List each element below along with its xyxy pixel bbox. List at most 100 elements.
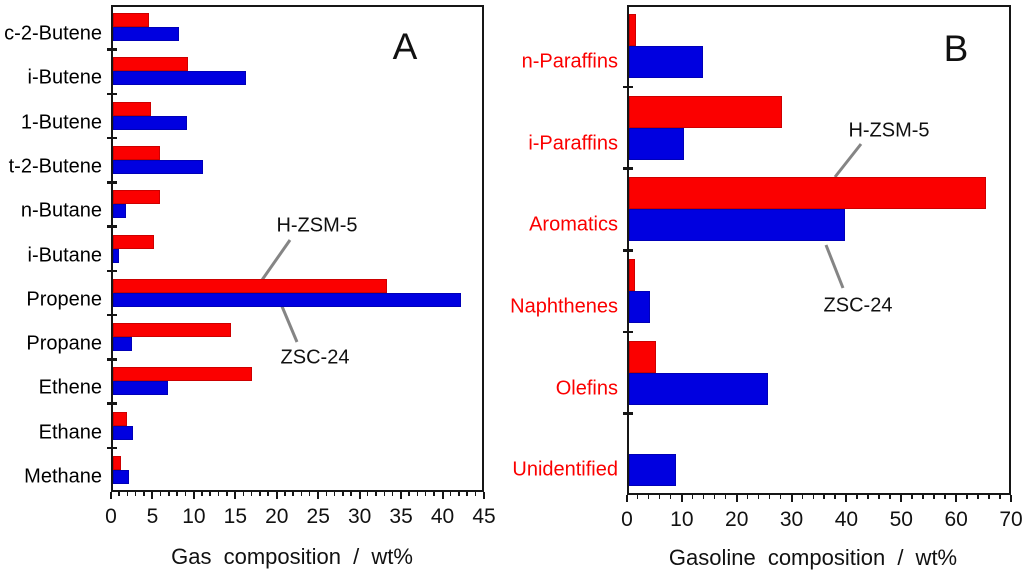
category-label-olefins: Olefins	[555, 377, 618, 399]
xtick-minor-a-17	[250, 492, 253, 496]
xtick-minor-b-66	[988, 495, 990, 499]
ytick-b-4	[623, 330, 633, 334]
bar-zsc-24-n-paraffins	[629, 45, 703, 78]
xtick-major-b-60	[955, 495, 958, 502]
xtick-minor-a-19	[267, 492, 269, 496]
category-label-unidentified: Unidentified	[512, 458, 618, 481]
xtick-label-a-40: 40	[430, 505, 455, 528]
xtick-major-a-5	[151, 492, 154, 499]
xtick-label-b-50: 50	[889, 508, 913, 531]
bar-h-zsm-5-ethene	[113, 367, 253, 382]
category-label-i-butene: i-Butene	[27, 66, 103, 89]
bar-h-zsm-5-n-butane	[113, 190, 161, 205]
bar-h-zsm-5-t-2-butene	[113, 145, 161, 160]
xtick-major-b-30	[790, 495, 793, 502]
category-label-aromatics: Aromatics	[529, 213, 618, 236]
bar-zsc-24-i-butene	[113, 71, 247, 86]
ytick-a-1	[107, 48, 117, 51]
category-label-propene: Propene	[26, 288, 102, 311]
bar-h-zsm-5-i-butane	[113, 234, 155, 249]
xtick-minor-b-62	[966, 495, 968, 499]
xtick-label-a-35: 35	[389, 505, 413, 528]
xtick-major-a-45	[483, 492, 485, 499]
category-label-c-2-butene: c-2-Butene	[4, 22, 102, 45]
bar-zsc-24-c-2-butene	[113, 27, 180, 42]
xtick-minor-b-16	[713, 495, 716, 499]
bar-zsc-24-i-butane	[113, 248, 119, 263]
bar-zsc-24-unidentified	[629, 454, 677, 487]
ytick-a-10	[107, 446, 117, 450]
ytick-b-3	[623, 249, 633, 252]
xtick-major-a-10	[192, 492, 195, 499]
annotation-zsc24-panel-b: ZSC-24	[823, 294, 893, 317]
xtick-label-a-45: 45	[472, 505, 496, 528]
xtick-label-a-10: 10	[182, 505, 206, 528]
bar-h-zsm-5-i-butene	[113, 57, 188, 72]
xtick-minor-b-64	[977, 495, 979, 499]
ytick-a-4	[107, 181, 117, 184]
xtick-major-a-15	[234, 492, 237, 499]
plot-frame-a	[111, 5, 484, 492]
ytick-b-2	[623, 167, 633, 170]
bar-zsc-24-propane	[113, 337, 133, 352]
bar-zsc-24-ethane	[113, 425, 133, 440]
annotation-zsc24-panel-a: ZSC-24	[280, 346, 350, 369]
xtick-major-b-10	[680, 495, 683, 502]
bar-zsc-24-olefins	[629, 372, 769, 405]
ytick-a-6	[107, 269, 117, 273]
xtick-minor-a-23	[300, 492, 303, 496]
xtick-minor-a-3	[134, 492, 137, 496]
xtick-minor-a-36	[408, 492, 410, 496]
xtick-minor-a-41	[449, 492, 452, 496]
xtick-minor-b-68	[999, 495, 1001, 499]
bar-zsc-24-1-butene	[113, 115, 187, 130]
xtick-minor-b-36	[823, 495, 825, 499]
xtick-minor-a-1	[118, 492, 120, 496]
xtick-major-a-30	[358, 492, 361, 499]
bar-h-zsm-5-i-paraffins	[629, 95, 783, 128]
xtick-minor-a-7	[168, 492, 170, 496]
category-label-ethane: Ethane	[38, 421, 102, 444]
bar-zsc-24-aromatics	[629, 209, 845, 242]
xtick-minor-b-6	[658, 495, 661, 499]
xtick-minor-b-28	[779, 495, 782, 499]
ytick-b-1	[623, 85, 633, 89]
bar-h-zsm-5-propene	[113, 278, 387, 293]
xtick-minor-a-4	[143, 492, 145, 496]
xtick-minor-a-16	[242, 492, 245, 496]
xtick-minor-b-24	[757, 495, 760, 499]
annotation-hzsm5-panel-b: H-ZSM-5	[848, 119, 930, 142]
xtick-minor-b-44	[867, 495, 869, 499]
xtick-minor-a-29	[350, 492, 352, 496]
ytick-a-3	[107, 136, 117, 140]
bar-zsc-24-propene	[113, 292, 462, 307]
bar-zsc-24-methane	[113, 469, 129, 484]
xtick-major-b-20	[735, 495, 738, 502]
xtick-minor-b-12	[691, 495, 694, 499]
bar-zsc-24-n-butane	[113, 204, 127, 219]
xtick-minor-b-8	[669, 495, 672, 499]
xtick-minor-a-12	[209, 492, 211, 496]
panel-label-b: B	[943, 28, 969, 69]
xtick-major-a-35	[400, 492, 403, 499]
xtick-minor-a-9	[184, 492, 187, 496]
ytick-a-9	[107, 402, 117, 405]
bar-h-zsm-5-olefins	[629, 340, 656, 373]
annotation-hzsm5-panel-a: H-ZSM-5	[276, 214, 358, 237]
category-label-propane: Propane	[26, 332, 102, 355]
xtick-minor-a-39	[433, 492, 435, 496]
xtick-label-a-15: 15	[223, 505, 248, 528]
xtick-minor-a-13	[217, 492, 220, 496]
xtick-minor-a-43	[466, 492, 468, 496]
bar-zsc-24-naphthenes	[629, 290, 650, 323]
bar-h-zsm-5-ethane	[113, 411, 128, 426]
xtick-minor-b-18	[724, 495, 727, 499]
category-label-i-butane: i-Butane	[27, 244, 103, 266]
xtick-minor-b-46	[878, 495, 880, 499]
xtick-minor-a-26	[325, 492, 327, 496]
ytick-a-8	[107, 358, 117, 361]
bar-h-zsm-5-1-butene	[113, 101, 152, 116]
xtick-major-b-70	[1010, 495, 1012, 502]
xtick-minor-a-38	[424, 492, 427, 496]
category-label-n-butane: n-Butane	[20, 199, 102, 222]
